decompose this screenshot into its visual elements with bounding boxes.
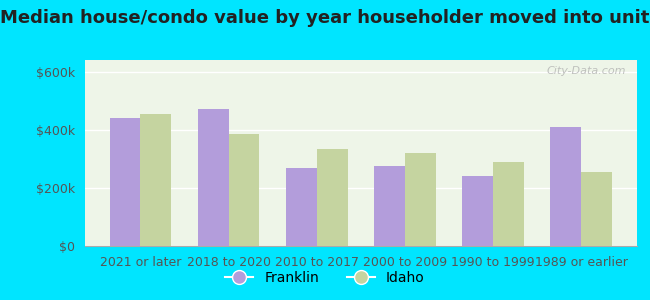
Bar (405, 153, 436, 246)
Bar (550, 127, 581, 246)
Bar (286, 167, 317, 246)
Bar (140, 114, 172, 246)
Bar (198, 110, 229, 246)
Bar (317, 148, 348, 246)
Bar (581, 172, 612, 246)
Text: City-Data.com: City-Data.com (547, 66, 626, 76)
Bar (110, 118, 140, 246)
Bar (493, 162, 524, 246)
Legend: Franklin, Idaho: Franklin, Idaho (220, 265, 430, 290)
Bar (374, 166, 405, 246)
Bar (462, 176, 493, 246)
Bar (229, 134, 259, 246)
Text: Median house/condo value by year householder moved into unit: Median house/condo value by year househo… (0, 9, 650, 27)
